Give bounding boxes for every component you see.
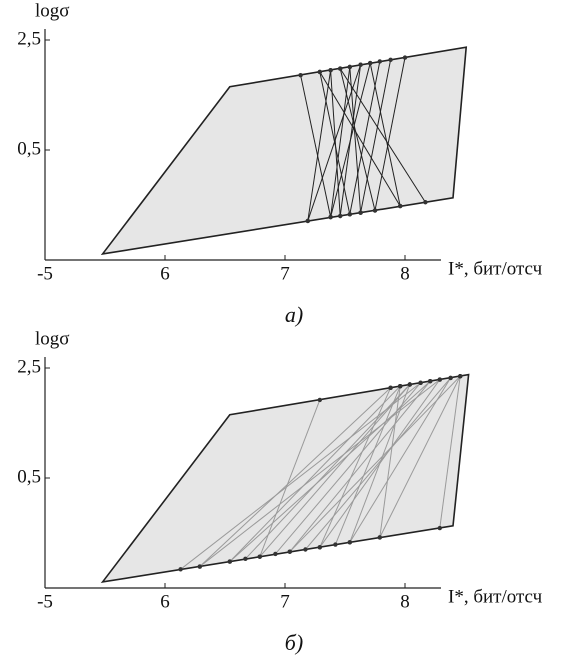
point <box>305 218 310 224</box>
segment <box>199 387 391 567</box>
point <box>418 380 423 386</box>
point <box>298 73 303 78</box>
caption: б) <box>285 630 303 655</box>
segment <box>307 64 362 222</box>
segment <box>180 382 421 570</box>
point <box>333 542 338 547</box>
segment <box>259 399 321 557</box>
point <box>273 551 278 557</box>
point <box>328 68 333 73</box>
point <box>428 379 433 384</box>
segment <box>300 75 332 218</box>
point <box>458 374 463 379</box>
x-axis-label: I*, бит/отсч <box>448 258 543 279</box>
point <box>227 559 232 564</box>
point <box>347 540 352 545</box>
point <box>437 525 442 531</box>
region <box>100 373 470 584</box>
segment <box>275 382 421 555</box>
point <box>317 545 322 550</box>
segment <box>379 376 461 538</box>
segment <box>334 385 401 545</box>
point <box>437 377 442 382</box>
x-tick-label: -5 <box>37 263 53 284</box>
segment <box>319 387 392 548</box>
point <box>407 382 412 387</box>
point <box>347 64 352 70</box>
point <box>377 59 382 64</box>
y-axis-label: logσ <box>35 328 70 349</box>
point <box>388 57 393 62</box>
point <box>338 213 343 219</box>
segment <box>229 385 401 562</box>
x-tick-label: -5 <box>37 591 53 612</box>
x-axis-label: I*, бит/отсч <box>448 586 543 607</box>
segment <box>339 68 426 203</box>
point <box>372 208 378 213</box>
point <box>398 203 403 209</box>
segment <box>319 71 401 207</box>
y-tick-label: 0,5 <box>17 138 41 159</box>
point <box>388 385 393 390</box>
point <box>197 564 202 569</box>
segment <box>330 62 371 218</box>
segment <box>349 377 452 543</box>
x-tick-label: 6 <box>160 263 170 284</box>
point <box>398 383 403 389</box>
point <box>358 62 363 67</box>
point <box>377 535 382 540</box>
point <box>423 200 428 205</box>
x-tick-label: 6 <box>160 591 170 612</box>
x-tick-label: 8 <box>400 263 410 284</box>
x-tick-label: 7 <box>280 263 290 284</box>
segment <box>330 66 351 218</box>
segment <box>330 70 341 217</box>
x-tick-label: 7 <box>280 591 290 612</box>
point <box>178 567 183 572</box>
segment <box>307 70 332 222</box>
point <box>402 55 408 60</box>
segment <box>439 376 461 529</box>
segment <box>339 68 376 211</box>
segment <box>259 384 411 557</box>
point <box>303 547 308 552</box>
point <box>317 69 322 75</box>
y-tick-label: 2,5 <box>17 28 41 49</box>
point <box>338 66 343 71</box>
segment <box>199 379 441 567</box>
point <box>287 549 292 554</box>
point <box>257 554 262 559</box>
point <box>328 214 333 220</box>
point <box>347 212 352 217</box>
y-tick-label: 0,5 <box>17 466 41 487</box>
point <box>243 556 248 562</box>
segment <box>349 61 381 215</box>
caption: а) <box>285 302 303 327</box>
segment <box>289 380 431 553</box>
point <box>317 397 322 403</box>
x-tick-label: 8 <box>400 591 410 612</box>
segment <box>245 384 411 560</box>
point <box>368 60 373 66</box>
segment <box>319 71 351 215</box>
segment <box>360 59 392 213</box>
point <box>358 210 363 215</box>
y-tick-label: 2,5 <box>17 356 41 377</box>
region <box>100 46 468 256</box>
segment <box>289 375 461 553</box>
point <box>448 375 453 381</box>
y-axis-label: logσ <box>35 0 70 21</box>
segment <box>305 377 451 550</box>
segment <box>374 57 406 211</box>
